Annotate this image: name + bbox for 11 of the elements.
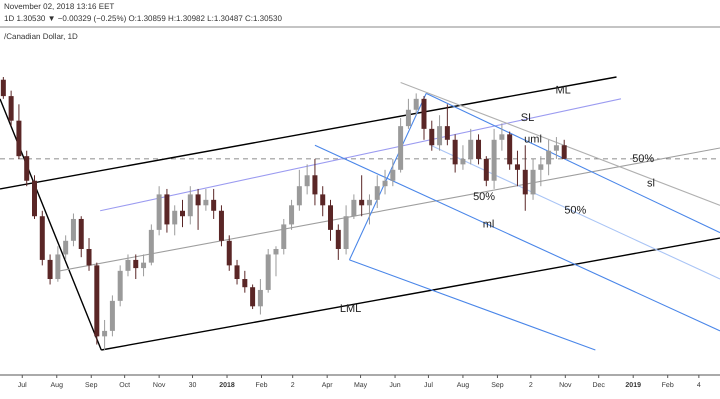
annotation: 50% [564, 204, 587, 217]
annotation: uml [524, 134, 542, 146]
annotation: SL [520, 112, 534, 124]
annotation: sl [647, 177, 655, 190]
chart-title: /Canadian Dollar, 1D [4, 32, 78, 41]
text: 1D 1.30530 ▼ −0.00329 (−0.25%) O:1.30859 H:1.30982 L:1.30487 C:1.30530 [4, 14, 282, 23]
annotation: 50% [473, 191, 496, 204]
annotation: 50% [632, 152, 654, 165]
annotation: ML [555, 84, 571, 97]
annotation: LML [340, 302, 362, 315]
chart-subtitle: November 02, 2018 13:16 EET [4, 2, 114, 11]
